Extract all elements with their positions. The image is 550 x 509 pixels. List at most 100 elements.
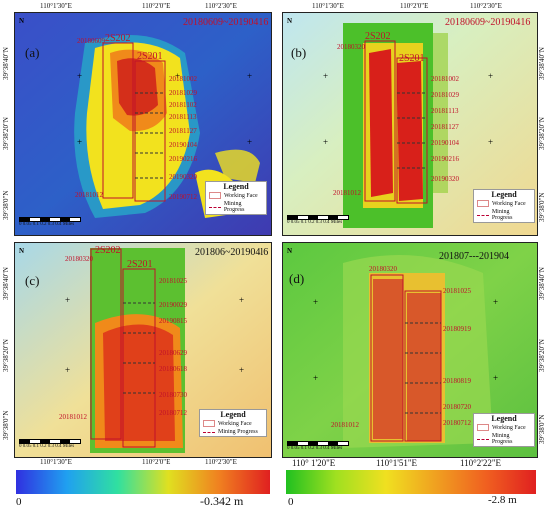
svg-text:+: + — [239, 295, 244, 305]
legend-mining-progress: Mining Progress — [223, 201, 245, 213]
svg-text:+: + — [77, 137, 82, 147]
bottom-tick-d-1: 110° 1'20"E — [292, 458, 336, 468]
panel-b-date-range: 20180609~20190416 — [445, 17, 531, 28]
north-arrow-icon-a: N — [19, 17, 25, 25]
progress-date: 20181029 — [431, 91, 459, 99]
panel-b: + + + + N (b) 20180609~20190416 2S202 2S20… — [282, 12, 538, 236]
progress-date: 20181012 — [333, 189, 361, 197]
mining-progress-line — [209, 206, 221, 208]
progress-date: 20181012 — [331, 421, 359, 429]
legend-title: Legend — [491, 190, 517, 199]
mining-progress-line — [477, 214, 489, 216]
svg-text:+: + — [323, 71, 328, 81]
progress-date: 20180609 — [77, 37, 105, 45]
svg-text:+: + — [493, 297, 498, 307]
legend-mining-progress: Mining Progress — [218, 429, 258, 435]
progress-date: 20181127 — [431, 123, 459, 131]
panel-a: + + + + + N (a) 20180609~20190416 2S202 2S2… — [14, 12, 272, 236]
progress-date: 20181113 — [431, 107, 459, 115]
progress-date: 20180629 — [159, 349, 187, 357]
scale-bar-a: 0 0.05 0.1 0.2 0.3 0.4 Miles — [19, 217, 81, 227]
panel-c-face-2s201: 2S201 — [127, 259, 153, 270]
left-tick-c-1: 39°38'40"N — [2, 267, 10, 300]
bottom-tick-c-1: 110°1'30"E — [40, 458, 72, 466]
legend-mining-progress: Mining Progress — [491, 433, 513, 445]
progress-date: 20180618 — [159, 365, 187, 373]
bottom-tick-c-3: 110°2'30"E — [205, 458, 237, 466]
colorbar-right — [286, 470, 536, 494]
top-tick-b-3: 110°2'30"E — [470, 2, 502, 10]
svg-text:+: + — [323, 137, 328, 147]
progress-date: 20190815 — [159, 317, 187, 325]
panel-b-face-2s201: 2S201 — [399, 53, 425, 64]
panel-d: + + + + N (d) 201807---201904 20180320 201… — [282, 242, 538, 458]
progress-date: 20181012 — [59, 413, 87, 421]
left-tick-a-1: 39°38'40"N — [2, 47, 10, 80]
bottom-tick-c-2: 110°2'0"E — [142, 458, 171, 466]
colorbar-left-max: -0.342 m — [200, 494, 244, 508]
scale-bar-d: 0 0.05 0.1 0.2 0.3 0.4 Miles — [287, 441, 349, 451]
colorbar-left — [16, 470, 270, 494]
panel-a-date-range: 20180609~20190416 — [183, 17, 269, 28]
legend-title: Legend — [220, 410, 246, 419]
working-face-swatch — [477, 424, 489, 431]
right-tick-b-2: 39°38'20"N — [538, 117, 546, 150]
panel-c-map: + + + + — [15, 243, 271, 457]
bottom-tick-d-3: 110°2'22"E — [460, 458, 502, 468]
top-tick-a-3: 110°2'30"E — [205, 2, 237, 10]
svg-text:+: + — [247, 137, 252, 147]
left-tick-c-3: 39°38'0"N — [2, 410, 10, 440]
svg-text:+: + — [313, 297, 318, 307]
working-face-swatch — [203, 420, 215, 427]
svg-text:+: + — [488, 137, 493, 147]
panel-d-legend: Legend Working Face Mining Progress — [473, 413, 535, 447]
colorbar-left-min: 0 — [16, 496, 22, 508]
progress-date: 20181002 — [169, 75, 197, 83]
progress-date: 20181127 — [169, 127, 197, 135]
right-tick-b-1: 39°38'40"N — [538, 47, 546, 80]
legend-working-face: Working Face — [218, 420, 252, 427]
colorbar-right-min: 0 — [288, 496, 294, 508]
progress-date: 20181025 — [443, 287, 471, 295]
svg-text:+: + — [65, 295, 70, 305]
progress-date: 20181113 — [169, 113, 197, 121]
bottom-tick-d-2: 110°1'51"E — [376, 458, 418, 468]
legend-working-face: Working Face — [492, 200, 526, 207]
left-tick-a-3: 39°38'0"N — [2, 190, 10, 220]
legend-title: Legend — [223, 182, 249, 191]
panel-d-map: + + + + — [283, 243, 537, 457]
progress-date: 20190029 — [159, 301, 187, 309]
right-tick-d-2: 39°38'20"N — [538, 339, 546, 372]
legend-working-face: Working Face — [224, 192, 258, 199]
progress-date: 20190216 — [431, 155, 459, 163]
panel-a-face-2s201: 2S201 — [137, 51, 163, 62]
legend-title: Legend — [491, 414, 517, 423]
progress-date: 20190712 — [169, 193, 197, 201]
svg-text:+: + — [77, 71, 82, 81]
svg-text:+: + — [65, 365, 70, 375]
progress-date: 20190216 — [169, 155, 197, 163]
progress-date: 20180730 — [159, 391, 187, 399]
colorbar-right-max: -2.8 m — [488, 494, 517, 506]
progress-date: 20190104 — [431, 139, 459, 147]
progress-date: 20181102 — [169, 101, 197, 109]
panel-c: + + + + N (c) 201806~201904l6 2S202 2S201 … — [14, 242, 272, 458]
scale-bar-c: 0 0.05 0.1 0.2 0.3 0.4 Miles — [19, 439, 81, 449]
progress-date: 20181002 — [431, 75, 459, 83]
progress-date: 20180720 — [443, 403, 471, 411]
progress-date: 20180320 — [369, 265, 397, 273]
panel-b-label: (b) — [291, 45, 307, 60]
north-arrow-icon-b: N — [287, 17, 293, 25]
panel-d-date-range: 201807---201904 — [439, 251, 509, 262]
svg-text:+: + — [175, 71, 180, 81]
progress-date: 20181029 — [169, 89, 197, 97]
svg-text:+: + — [493, 373, 498, 383]
panel-b-legend: Legend Working Face Mining Progress — [473, 189, 535, 223]
progress-date: 20180712 — [443, 419, 471, 427]
panel-c-label: (c) — [25, 273, 40, 288]
progress-date: 20180919 — [443, 325, 471, 333]
svg-text:+: + — [313, 373, 318, 383]
left-tick-c-2: 39°38'20"N — [2, 339, 10, 372]
progress-date: 20181012 — [75, 191, 103, 199]
panel-a-legend: Legend Working Face Mining Progress — [205, 181, 267, 215]
